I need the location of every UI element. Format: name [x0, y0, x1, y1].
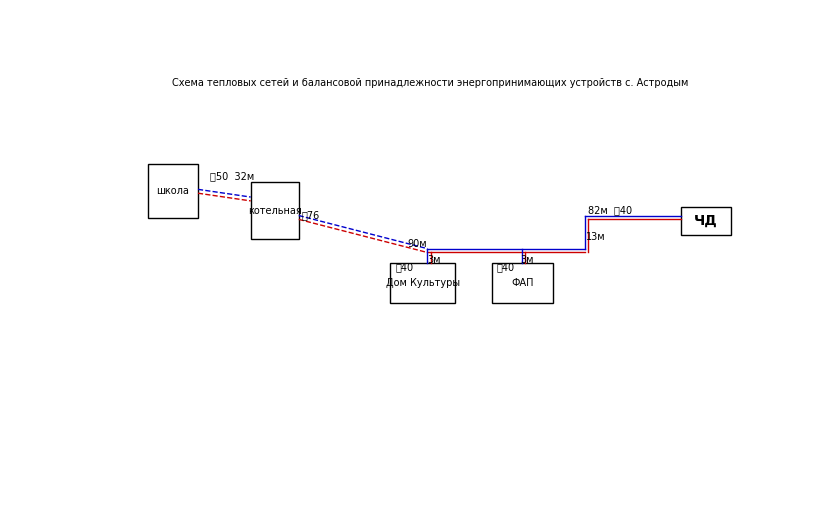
- Text: 䅄50  32м: 䅄50 32м: [210, 171, 255, 181]
- Text: ЧД: ЧД: [694, 214, 718, 228]
- Text: 90м: 90м: [407, 239, 427, 250]
- Text: ФАП: ФАП: [511, 278, 533, 287]
- Text: Дом Культуры: Дом Культуры: [386, 278, 459, 287]
- Text: школа: школа: [156, 186, 189, 196]
- Text: 82м  䅄40: 82м 䅄40: [588, 205, 632, 215]
- Text: 13м: 13м: [585, 232, 605, 242]
- Bar: [391, 262, 455, 303]
- Bar: [681, 207, 731, 235]
- Bar: [491, 262, 553, 303]
- Text: котельная: котельная: [248, 205, 302, 215]
- Bar: [250, 181, 299, 239]
- Text: 䅄40: 䅄40: [396, 262, 414, 272]
- Text: 3м: 3м: [521, 255, 534, 265]
- Text: Схема тепловых сетей и балансовой принадлежности энергопринимающих устройств с. : Схема тепловых сетей и балансовой принад…: [172, 78, 689, 88]
- Text: 3м: 3м: [428, 255, 441, 265]
- Text: 䅄40: 䅄40: [496, 262, 514, 272]
- Text: 䅄76: 䅄76: [302, 210, 320, 220]
- Bar: [148, 164, 198, 218]
